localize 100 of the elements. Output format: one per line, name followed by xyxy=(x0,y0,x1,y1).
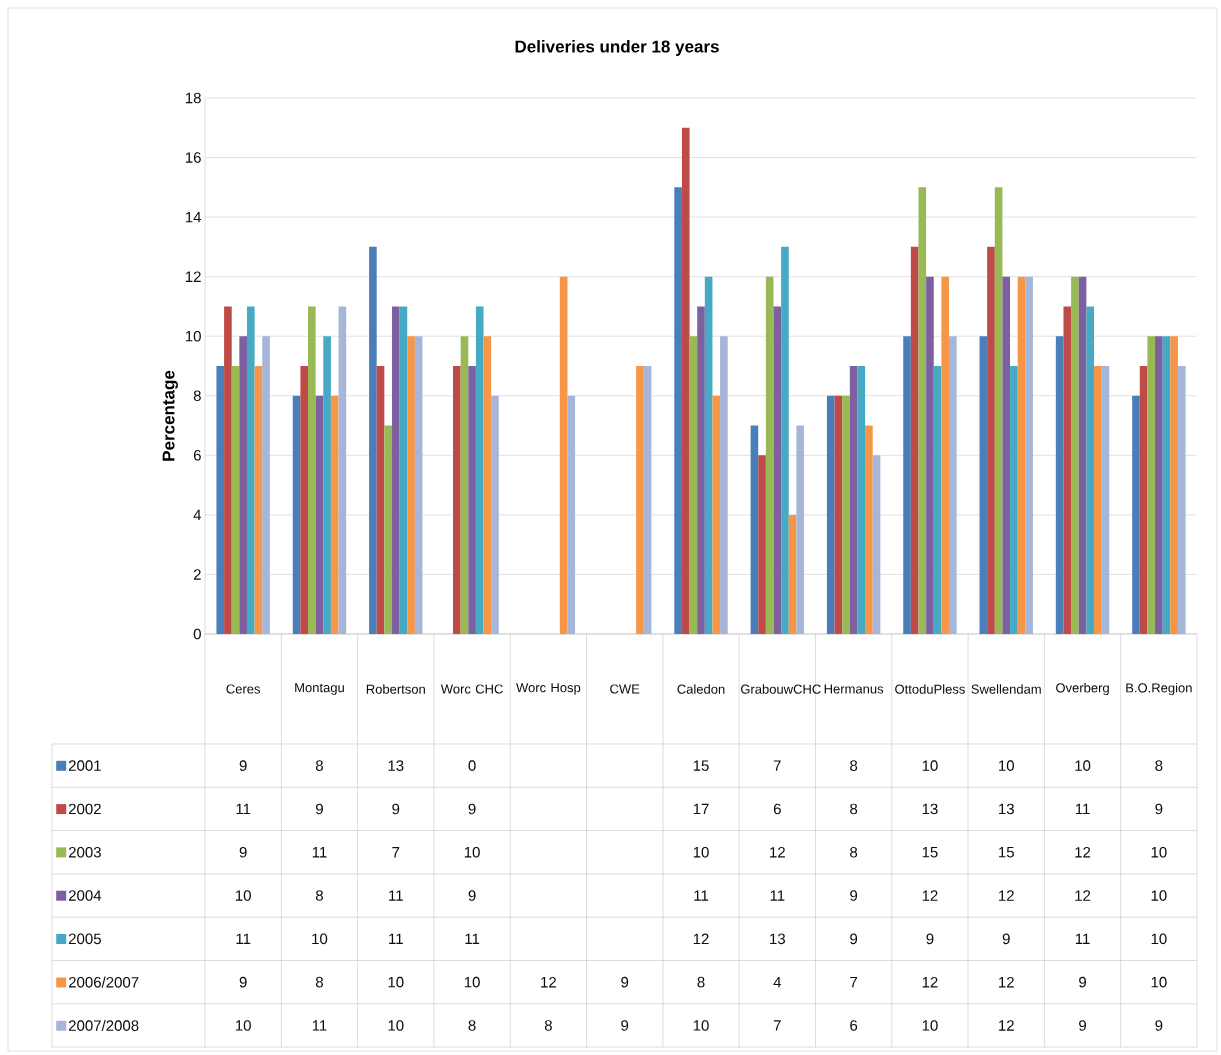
data-label: 11 xyxy=(1075,933,1090,944)
bar xyxy=(636,365,644,634)
data-label: 8 xyxy=(468,1020,476,1031)
bar xyxy=(254,365,263,634)
bar xyxy=(674,187,682,634)
x-tick-label: Caledon xyxy=(677,684,725,694)
x-tick-label: Worc CHC xyxy=(440,684,503,694)
bar xyxy=(689,336,698,634)
bar xyxy=(681,127,690,634)
legend-label: 2001 xyxy=(68,760,101,771)
data-label: 10 xyxy=(464,976,480,988)
data-label: 7 xyxy=(850,976,858,988)
bar xyxy=(979,336,988,634)
x-tick-label: CWE xyxy=(610,684,640,694)
bar xyxy=(1086,306,1094,634)
legend-label: 2003 xyxy=(68,846,101,858)
bar xyxy=(369,246,377,634)
bar xyxy=(1177,365,1186,634)
data-label: 0 xyxy=(468,760,476,771)
data-label: 11 xyxy=(389,933,403,944)
legend-label: 2005 xyxy=(68,933,101,945)
bar xyxy=(994,187,1003,634)
y-tick-label: 0 xyxy=(193,628,201,640)
bar xyxy=(1063,306,1072,634)
data-label: 12 xyxy=(1075,847,1091,858)
data-label: 11 xyxy=(312,1020,327,1031)
bar xyxy=(1055,336,1064,634)
data-label: 8 xyxy=(315,890,323,901)
bar xyxy=(216,365,225,634)
data-label: 9 xyxy=(1079,976,1087,988)
bar xyxy=(1071,276,1079,634)
data-label: 10 xyxy=(1151,846,1167,858)
bar xyxy=(1078,276,1087,634)
data-label: 12 xyxy=(693,933,709,945)
bar xyxy=(849,365,858,634)
bar xyxy=(1155,336,1163,634)
bar xyxy=(491,395,499,634)
data-label: 11 xyxy=(389,890,403,901)
x-tick-label: Worc Hosp xyxy=(516,683,581,695)
bar xyxy=(697,306,705,634)
data-label: 9 xyxy=(621,976,629,988)
data-label: 9 xyxy=(850,933,858,945)
chart-title: Deliveries under 18 years xyxy=(515,40,719,56)
data-label: 13 xyxy=(922,803,938,815)
bar xyxy=(239,336,247,634)
x-tick-label: Overberg xyxy=(1056,682,1109,696)
bar xyxy=(1094,365,1102,634)
data-label: 11 xyxy=(770,890,785,901)
data-label: 9 xyxy=(850,890,858,901)
legend-label: 2002 xyxy=(68,803,101,815)
bar xyxy=(949,336,957,634)
bar xyxy=(391,306,400,634)
bar xyxy=(872,455,881,634)
data-label: 10 xyxy=(1151,933,1167,945)
data-label: 12 xyxy=(999,976,1014,988)
bar xyxy=(315,395,324,634)
data-label: 8 xyxy=(315,976,323,988)
bar xyxy=(987,246,995,634)
data-label: 10 xyxy=(388,976,404,988)
y-tick-label: 14 xyxy=(185,211,202,223)
bar xyxy=(704,276,713,634)
bar xyxy=(323,336,331,634)
bar xyxy=(826,395,835,634)
data-label: 7 xyxy=(773,760,781,771)
y-tick-label: 2 xyxy=(193,569,201,580)
data-label: 7 xyxy=(773,1020,781,1031)
data-label: 12 xyxy=(1075,890,1091,901)
legend-label: 2006/2007 xyxy=(68,976,139,988)
bar xyxy=(765,276,774,634)
data-label: 12 xyxy=(770,847,785,858)
data-label: 13 xyxy=(770,933,785,945)
data-label: 10 xyxy=(922,1020,938,1031)
bar xyxy=(918,187,927,634)
bar xyxy=(475,306,484,634)
legend-label: 2004 xyxy=(68,890,102,901)
legend-label: 2007/2008 xyxy=(68,1019,139,1031)
bar xyxy=(834,395,843,634)
x-tick-label: OttoduPless xyxy=(895,684,965,694)
data-label: 8 xyxy=(544,1020,552,1031)
bar xyxy=(384,425,392,634)
bar xyxy=(1162,336,1171,634)
data-label: 11 xyxy=(312,847,327,858)
bar xyxy=(643,365,652,634)
data-label: 12 xyxy=(922,890,938,901)
bar xyxy=(857,365,866,634)
bar xyxy=(842,395,850,634)
data-label: 8 xyxy=(315,760,323,771)
bar xyxy=(246,306,255,634)
y-tick-label: 10 xyxy=(185,330,201,342)
data-label: 6 xyxy=(850,1020,858,1031)
bar xyxy=(399,306,408,634)
x-tick-label: Swellendam xyxy=(971,684,1041,694)
data-label: 10 xyxy=(693,846,709,858)
bar xyxy=(910,246,919,634)
data-label: 9 xyxy=(239,846,247,858)
bar xyxy=(1139,365,1148,634)
bar xyxy=(1010,365,1018,634)
data-label: 12 xyxy=(999,890,1014,901)
data-label: 9 xyxy=(1002,933,1010,945)
bar xyxy=(926,276,934,634)
